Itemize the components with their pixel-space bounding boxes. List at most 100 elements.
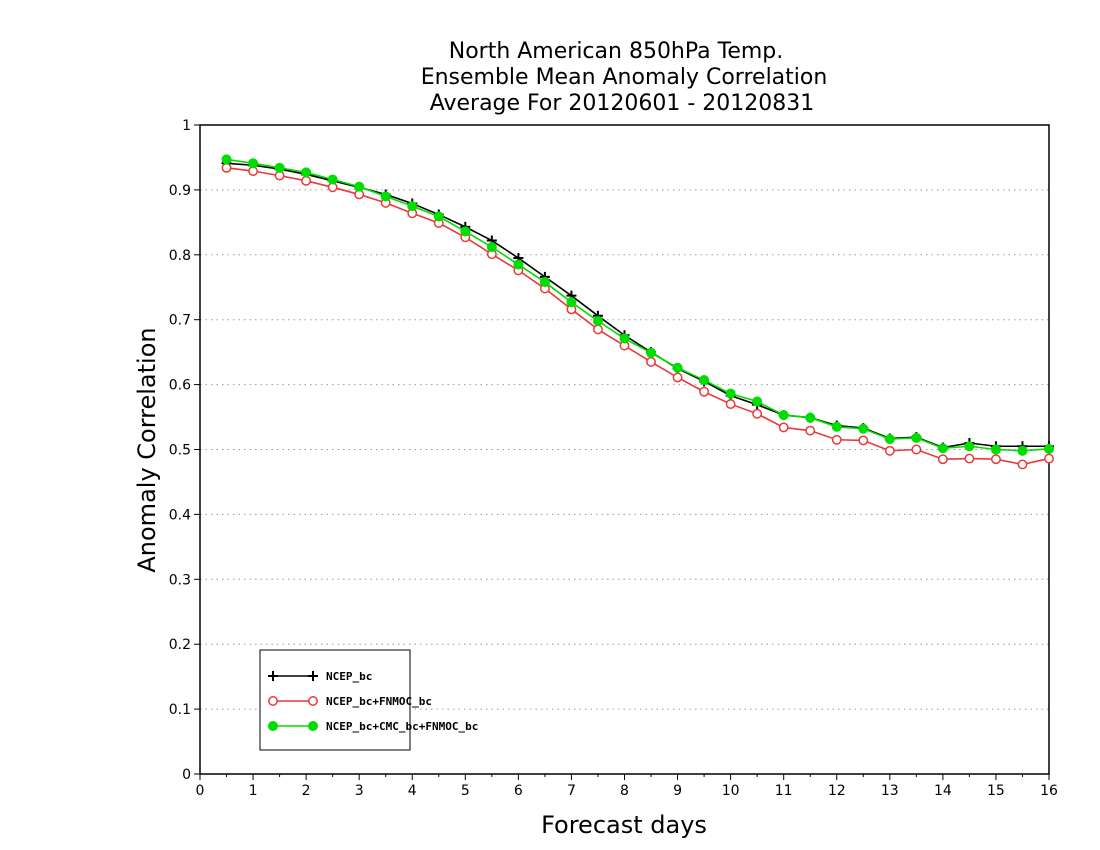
y-tick-label: 0.1: [169, 702, 191, 718]
legend-label: NCEP_bc: [326, 670, 372, 683]
x-tick-label: 10: [722, 783, 740, 799]
y-tick-label: 0.3: [169, 572, 191, 588]
data-point: [513, 259, 524, 270]
data-point: [407, 201, 418, 212]
y-tick-label: 0.6: [169, 378, 191, 394]
legend-label: NCEP_bc+CMC_bc+FNMOC_bc: [326, 720, 478, 733]
x-tick-label: 1: [249, 783, 258, 799]
series-1: [221, 158, 1054, 453]
legend-marker: [268, 696, 278, 706]
data-point: [725, 399, 736, 410]
title-line-1: North American 850hPa Temp.: [449, 39, 784, 64]
series-lines: [221, 154, 1054, 470]
title-line-2: Ensemble Mean Anomaly Correlation: [421, 65, 828, 90]
legend-marker: [268, 671, 278, 681]
data-point: [539, 277, 550, 288]
data-point: [752, 396, 763, 407]
data-point: [354, 181, 365, 192]
data-point: [592, 315, 603, 326]
data-point: [327, 174, 338, 185]
x-tick-label: 15: [987, 783, 1005, 799]
data-point: [964, 453, 975, 464]
data-point: [672, 372, 683, 383]
data-point: [301, 167, 312, 178]
x-tick-label: 14: [934, 783, 952, 799]
legend-box: [259, 649, 411, 751]
data-point: [460, 226, 471, 237]
data-point: [831, 434, 842, 445]
legend-items: NCEP_bc NCEP_bc+FNMOC_bc NCEP_bc+CMC_bc+FN…: [268, 670, 478, 733]
x-tick-label: 5: [461, 783, 470, 799]
data-point: [380, 191, 391, 202]
data-point: [1044, 443, 1054, 454]
grid: [200, 189, 1049, 710]
y-tick-label: 0.7: [169, 313, 191, 329]
data-point: [911, 432, 922, 443]
data-point: [699, 375, 710, 386]
series-line: [226, 167, 1050, 466]
data-point: [858, 423, 869, 434]
data-point: [619, 333, 630, 344]
data-point: [1017, 445, 1028, 456]
data-point: [884, 445, 895, 456]
y-tick-label: 0: [182, 767, 191, 783]
legend-label: NCEP_bc+FNMOC_bc: [326, 695, 432, 708]
legend: NCEP_bc NCEP_bc+FNMOC_bc NCEP_bc+CMC_bc+FN…: [259, 649, 478, 751]
data-point: [990, 444, 1001, 455]
data-point: [831, 421, 842, 432]
data-point: [566, 297, 577, 308]
x-tick-label: 6: [514, 783, 523, 799]
data-point: [274, 162, 285, 173]
legend-marker: [308, 696, 318, 706]
data-point: [646, 347, 657, 358]
x-tick-label: 4: [408, 783, 417, 799]
data-point: [646, 356, 656, 367]
y-tick-label: 1: [182, 118, 191, 134]
data-point: [248, 158, 259, 169]
data-point: [433, 211, 444, 222]
series-3: [221, 154, 1054, 456]
y-tick-label: 0.5: [169, 443, 191, 459]
x-tick-label: 8: [620, 783, 629, 799]
data-point: [725, 388, 736, 399]
legend-marker: [308, 721, 318, 731]
data-point: [221, 162, 232, 173]
x-tick-label: 7: [567, 783, 576, 799]
data-point: [1017, 459, 1028, 470]
data-point: [301, 175, 312, 186]
x-tick-label: 12: [828, 783, 846, 799]
data-point: [990, 454, 1001, 465]
x-tick-label: 13: [881, 783, 899, 799]
data-point: [884, 434, 895, 445]
legend-marker: [308, 671, 318, 681]
data-point: [964, 441, 975, 452]
legend-marker: [268, 721, 278, 731]
data-point: [805, 412, 816, 423]
data-point: [1044, 453, 1054, 464]
y-tick-label: 0.4: [169, 507, 191, 523]
y-axis-label: Anomaly Correlation: [133, 327, 161, 572]
data-point: [937, 454, 948, 465]
x-tick-label: 3: [355, 783, 364, 799]
data-point: [858, 435, 869, 446]
data-point: [593, 324, 603, 335]
x-tick-label: 9: [673, 783, 682, 799]
axis-ticks: 00.10.20.30.40.50.60.70.80.910 1 2 3 4 5 6 7 8 9 1…: [169, 118, 1058, 799]
chart-title: North American 850hPa Temp. Ensemble Mea…: [421, 39, 828, 116]
data-point: [778, 422, 789, 433]
x-tick-label: 11: [775, 783, 793, 799]
data-point: [221, 154, 232, 165]
x-tick-label: 16: [1040, 783, 1058, 799]
data-point: [937, 443, 948, 454]
data-point: [672, 362, 683, 373]
x-tick-label: 0: [196, 783, 205, 799]
y-tick-label: 0.2: [169, 637, 191, 653]
data-point: [699, 386, 710, 397]
data-point: [911, 444, 922, 455]
y-tick-label: 0.8: [169, 248, 191, 264]
title-line-3: Average For 20120601 - 20120831: [430, 91, 815, 116]
x-axis-label: Forecast days: [541, 811, 707, 839]
data-point: [486, 242, 497, 253]
y-tick-label: 0.9: [169, 183, 191, 199]
